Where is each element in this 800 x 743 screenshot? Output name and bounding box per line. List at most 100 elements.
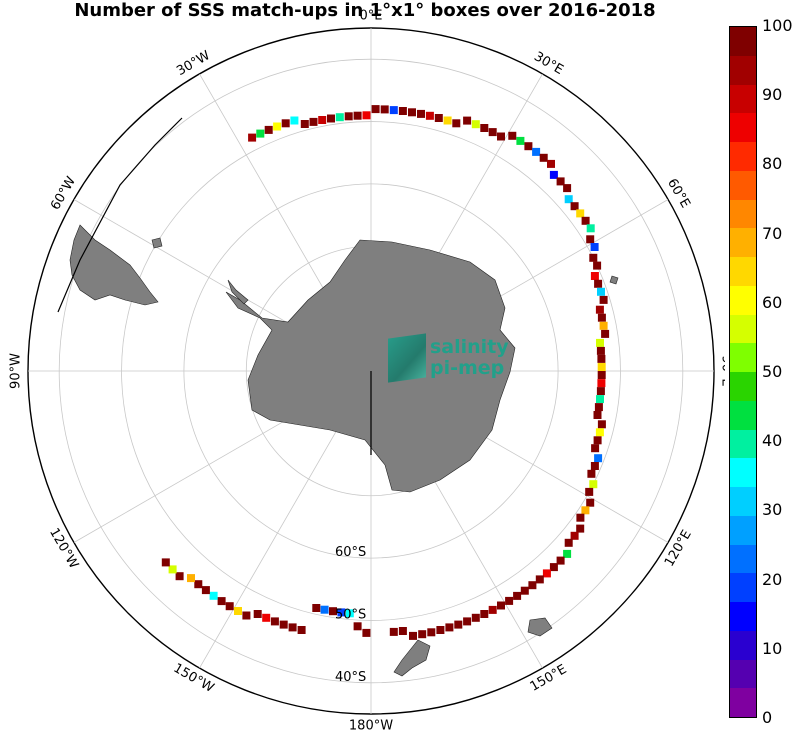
colorbar-segment — [730, 544, 756, 574]
kerguelen — [609, 275, 619, 285]
match-up-cell — [524, 142, 533, 151]
match-up-cell — [398, 107, 407, 115]
colorbar-segment — [730, 515, 756, 545]
match-up-cell — [471, 120, 480, 129]
match-up-cell — [532, 147, 541, 156]
colorbar-tick-label: 60 — [762, 292, 783, 312]
match-up-cell — [563, 184, 572, 193]
match-up-cell — [576, 524, 585, 533]
match-up-cell — [408, 108, 416, 117]
match-up-cell — [595, 305, 604, 314]
match-up-cell — [389, 106, 398, 115]
match-up-cell — [497, 132, 505, 141]
colorbar-segment — [730, 372, 756, 401]
antarctic-peninsula — [227, 279, 249, 305]
match-up-cell — [563, 549, 572, 558]
colorbar-segment — [730, 400, 756, 430]
match-up-cell — [480, 610, 489, 618]
match-up-cell — [590, 462, 599, 470]
falkland-islands — [151, 237, 163, 249]
match-up-cell — [570, 531, 579, 540]
match-up-cell — [445, 623, 454, 632]
match-up-cell — [353, 622, 362, 631]
match-up-cell — [549, 170, 558, 179]
colorbar-segment — [730, 142, 756, 171]
colorbar-segment — [730, 458, 756, 487]
match-up-cell — [590, 272, 599, 280]
match-up-cell — [417, 109, 425, 118]
match-up-cell — [570, 202, 579, 211]
match-up-cell — [329, 607, 337, 616]
longitude-label: 180°W — [349, 719, 393, 734]
match-up-cell — [297, 626, 306, 634]
colorbar-tick-label: 80 — [762, 154, 783, 174]
match-up-cell — [590, 243, 599, 251]
match-up-cell — [288, 623, 297, 632]
map-title: Number of SSS match-ups in 1°x1° boxes o… — [74, 0, 656, 21]
match-up-cell — [516, 136, 525, 145]
match-up-cells — [161, 105, 610, 640]
colorbar-segment — [730, 228, 756, 257]
match-up-cell — [586, 498, 595, 507]
logo-line1: salinity — [430, 336, 509, 358]
colorbar-tick-label: 0 — [762, 708, 773, 727]
match-up-cell — [497, 601, 505, 610]
colorbar-tick-label: 20 — [762, 569, 783, 589]
colorbar-segment — [730, 55, 756, 85]
latitude-label: 40°S — [335, 670, 366, 685]
colorbar-tick-label: 100 — [762, 16, 793, 35]
match-up-cell — [595, 428, 604, 437]
colorbar-segment — [730, 170, 756, 200]
colorbar-segment — [730, 27, 756, 56]
match-up-cell — [262, 613, 271, 622]
match-up-cell — [596, 346, 605, 355]
match-up-cell — [593, 261, 602, 270]
match-up-cell — [248, 133, 257, 142]
antarctica — [225, 239, 516, 493]
match-up-cell — [585, 487, 594, 496]
longitude-label: 90°W — [9, 353, 24, 389]
match-up-cell — [556, 177, 565, 186]
match-up-cell — [264, 125, 273, 134]
colorbar-segment — [730, 343, 756, 372]
match-up-cell — [281, 119, 290, 128]
match-up-cell — [309, 117, 318, 126]
match-up-cell — [256, 129, 265, 138]
match-up-cell — [597, 287, 605, 296]
match-up-cell — [596, 387, 605, 396]
match-up-cell — [168, 565, 177, 574]
match-up-cell — [597, 371, 606, 379]
match-up-cell — [318, 116, 327, 124]
match-up-cell — [425, 111, 434, 120]
match-up-cell — [362, 628, 371, 637]
match-up-cell — [549, 563, 558, 572]
longitude-label: 90°E — [719, 355, 726, 386]
match-up-cell — [488, 128, 497, 137]
match-up-cell — [597, 363, 606, 371]
match-up-cell — [599, 295, 608, 304]
match-up-cell — [594, 454, 603, 463]
colorbar-tick-label: 30 — [762, 500, 783, 520]
match-up-cell — [528, 581, 537, 590]
match-up-cell — [253, 610, 262, 618]
match-up-cell — [594, 403, 603, 412]
colorbar-tick-label: 50 — [762, 362, 783, 381]
match-up-cell — [353, 111, 362, 120]
match-up-cell — [586, 235, 595, 244]
match-up-cell — [471, 613, 480, 622]
colorbar-segment — [730, 429, 756, 459]
match-up-cell — [201, 586, 210, 595]
match-up-cell — [520, 586, 529, 595]
colorbar-segment — [730, 285, 756, 315]
match-up-cell — [335, 113, 344, 122]
match-up-cell — [539, 153, 548, 162]
match-up-cell — [454, 620, 463, 629]
colorbar-tick-label: 70 — [762, 223, 783, 243]
match-up-cell — [513, 591, 522, 600]
longitude-label: 0°E — [360, 9, 383, 24]
match-up-cell — [596, 338, 604, 347]
new-zealand-south — [393, 639, 431, 677]
match-up-cell — [279, 620, 288, 629]
colorbar-segment — [730, 257, 756, 286]
match-up-cell — [589, 253, 598, 262]
